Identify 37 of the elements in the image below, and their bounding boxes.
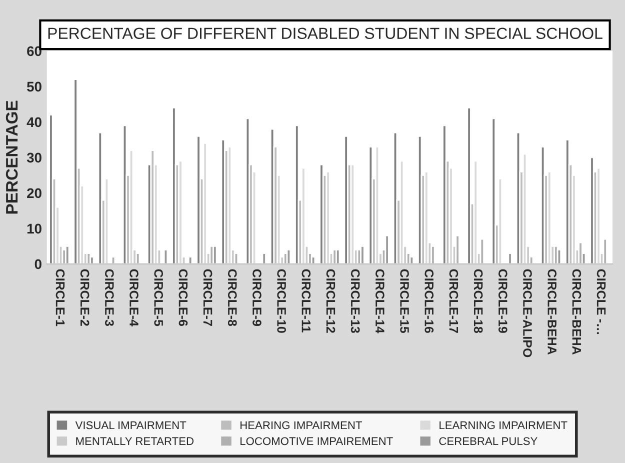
x-tick-label: CIRCLE-ALIPO — [523, 269, 532, 358]
x-tick-label: CIRCLE-BEHA — [572, 269, 582, 355]
x-tick-label: CIRCLE-16 — [424, 269, 434, 333]
legend-label: MENTALLY RETARTED — [76, 437, 194, 445]
y-tick-label: 50 — [26, 82, 42, 92]
legend-label: HEARING IMPAIRMENT — [240, 421, 362, 430]
legend-label: LEARNING IMPAIRMENT — [440, 421, 568, 430]
x-tick-label: CIRCLE-12 — [326, 269, 336, 333]
x-tick-label: CIRCLE-15 — [400, 269, 409, 334]
x-tick-label: CIRCLE-11 — [302, 269, 311, 332]
x-tick-label: CIRCLE-6 — [178, 269, 188, 326]
x-tick-label: CIRCLE-18 — [474, 269, 483, 333]
x-tick-label: CIRCLE-BEHA — [548, 269, 557, 355]
legend-label: CEREBRAL PULSY — [439, 437, 538, 446]
x-tick-label: CIRCLE-13 — [350, 269, 360, 333]
x-tick-label: CIRCLE -… — [596, 269, 606, 334]
y-tick-label: 20 — [27, 188, 42, 198]
y-tick-label: 0 — [34, 259, 42, 270]
legend-label: VISUAL IMPAIRMENT — [75, 421, 186, 430]
x-tick-label: CIRCLE-9 — [252, 269, 262, 326]
chart-title: PERCENTAGE OF DIFFERENT DISABLED STUDENT IN SPECIAL SCHOOL — [48, 28, 602, 40]
y-axis-title: PERCENTAGE — [6, 100, 18, 214]
x-tick-label: CIRCLE-4 — [130, 269, 138, 326]
x-tick-label: CIRCLE-8 — [228, 269, 237, 326]
y-tick-label: 40 — [26, 117, 42, 128]
x-tick-label: CIRCLE-14 — [376, 269, 384, 334]
x-tick-label: CIRCLE-7 — [203, 269, 212, 326]
y-tick-label: 10 — [27, 224, 42, 234]
x-tick-label: CIRCLE-3 — [104, 269, 114, 326]
x-tick-label: CIRCLE-2 — [80, 269, 90, 326]
x-tick-label: CIRCLE-17 — [449, 269, 458, 333]
x-tick-label: CIRCLE-5 — [154, 269, 164, 326]
x-tick-label: CIRCLE-19 — [498, 269, 508, 333]
legend-label: LOCOMOTIVE IMPAIREMENT — [240, 437, 393, 446]
x-tick-label: CIRCLE-1 — [56, 269, 65, 326]
y-tick-label: 30 — [26, 152, 42, 163]
x-tick-label: CIRCLE-10 — [277, 269, 286, 333]
